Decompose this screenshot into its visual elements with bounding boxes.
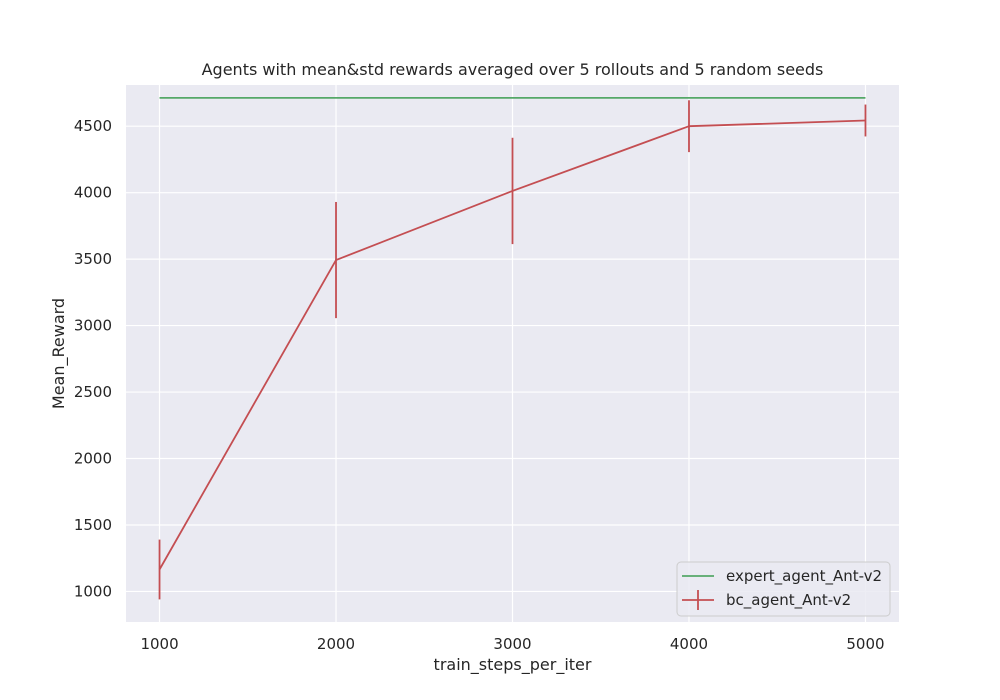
y-tick-label: 1000 bbox=[74, 582, 112, 600]
x-tick-label: 5000 bbox=[846, 635, 884, 653]
y-tick-label: 2000 bbox=[74, 450, 112, 468]
legend-box bbox=[676, 561, 891, 617]
legend-label-bc: bc_agent_Ant-v2 bbox=[726, 591, 851, 610]
tick-labels: 1000 2000 3000 4000 5000 1000 1500 2000 2500 3000… bbox=[74, 117, 885, 653]
x-tick-label: 1000 bbox=[140, 635, 178, 653]
x-axis-label: train_steps_per_iter bbox=[434, 655, 592, 675]
legend: expert_agent_Ant-v2 bc_agent_Ant-v2 bbox=[676, 561, 891, 617]
series-line-bc bbox=[158, 119, 866, 570]
x-tick-label: 3000 bbox=[493, 635, 531, 653]
x-tick-label: 4000 bbox=[670, 635, 708, 653]
y-tick-label: 3500 bbox=[74, 250, 112, 268]
y-tick-label: 4000 bbox=[74, 184, 112, 202]
x-tick-label: 2000 bbox=[317, 635, 355, 653]
y-tick-label: 3000 bbox=[74, 317, 112, 335]
y-tick-label: 2500 bbox=[74, 383, 112, 401]
y-tick-label: 1500 bbox=[74, 516, 112, 534]
y-axis-label: Mean_Reward bbox=[49, 298, 69, 409]
y-tick-label: 4500 bbox=[74, 117, 112, 135]
legend-label-expert: expert_agent_Ant-v2 bbox=[726, 567, 882, 586]
chart-title: Agents with mean&std rewards averaged ov… bbox=[202, 60, 824, 79]
series-layer bbox=[158, 96, 867, 600]
